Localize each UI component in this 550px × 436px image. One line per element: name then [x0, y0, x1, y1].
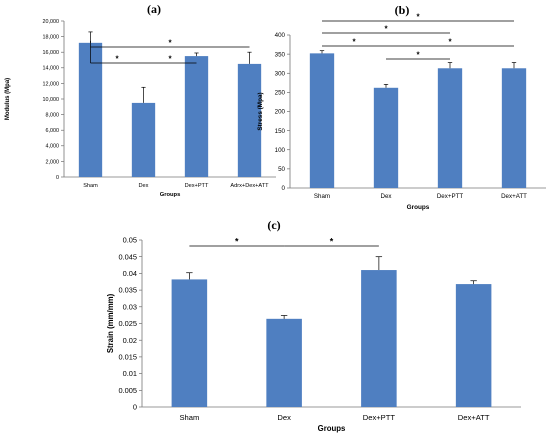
x-tick-label: Dex [380, 193, 392, 200]
x-axis-title: Groups [318, 424, 346, 433]
y-tick-label: 0.04 [123, 269, 137, 278]
x-tick-label: Dex+PTT [437, 193, 464, 200]
significance-star: * [352, 38, 356, 47]
bar-dex-ptt [437, 68, 463, 188]
chart-panel-b: (b) 0 50 100 150 200 250 300 350 400 Sham Dex Dex+PT… [257, 3, 546, 211]
y-tick-label: 0 [56, 175, 59, 181]
y-tick-label: 0 [133, 403, 137, 412]
y-axis-title: Modulus (Mpa) [5, 78, 11, 120]
x-axis-title: Groups [160, 192, 181, 198]
y-tick-label: 0.03 [123, 302, 137, 311]
chart-panel-c: (c) 0 0.005 0.01 0.015 0.02 0.025 0.03 0.035 0.04… [106, 218, 521, 433]
y-tick-label: 0.01 [123, 369, 137, 378]
significance-star: * [115, 55, 119, 64]
y-tick-label: 0.005 [119, 386, 138, 395]
significance-star: * [235, 237, 239, 247]
y-axis-title: Stress (Mpa) [257, 92, 264, 130]
y-tick-label: 4,000 [46, 144, 60, 150]
x-axis-title: Groups [407, 204, 430, 211]
x-tick-label: Sham [179, 413, 199, 422]
y-tick-label: 0.025 [119, 319, 138, 328]
x-tick-label: Sham [83, 183, 98, 189]
y-tick-label: 300 [275, 70, 286, 77]
y-tick-label: 250 [275, 90, 286, 97]
bar-adrx-dex-att [237, 63, 262, 177]
x-tick-label: Dex+ATT [501, 193, 527, 200]
y-tick-label: 0.05 [123, 236, 137, 245]
chart-panel-a: (a) 0 2,000 4,000 6,000 8,000 10,000 12,000 14,0… [5, 2, 276, 198]
y-tick-label: 0.015 [119, 352, 138, 361]
x-tick-label: Adrx+Dex+ATT [230, 183, 269, 189]
y-tick-label: 0.035 [119, 286, 138, 295]
bar-dex [266, 318, 302, 407]
significance-star: * [168, 39, 172, 48]
bar-dex-att [501, 68, 527, 188]
y-tick-label: 20,000 [43, 19, 60, 25]
y-tick-label: 2,000 [46, 159, 60, 165]
y-tick-label: 400 [275, 32, 286, 39]
bar-sham [309, 53, 335, 188]
x-tick-label: Dex+PTT [363, 413, 396, 422]
y-tick-label: 12,000 [43, 81, 60, 87]
y-tick-label: 0.02 [123, 336, 137, 345]
significance-star: * [448, 38, 452, 47]
y-tick-label: 350 [275, 51, 286, 58]
significance-star: * [384, 25, 388, 34]
bar-sham [78, 42, 103, 178]
y-tick-label: 18,000 [43, 34, 60, 40]
x-tick-label: Sham [314, 193, 330, 200]
y-tick-label: 200 [275, 109, 286, 116]
y-tick-label: 16,000 [43, 50, 60, 56]
x-tick-label: Dex+PTT [185, 183, 209, 189]
significance-star: * [330, 237, 334, 247]
y-tick-label: 6,000 [46, 128, 60, 134]
bar-dex-ptt [361, 270, 397, 407]
bar-dex-ptt [184, 56, 209, 177]
y-tick-label: 10,000 [43, 97, 60, 103]
y-tick-label: 50 [278, 166, 285, 173]
y-tick-label: 0.045 [119, 252, 138, 261]
panel-label: (b) [395, 3, 410, 17]
y-tick-label: 14,000 [43, 66, 60, 72]
panel-label: (c) [267, 218, 280, 232]
y-axis-title: Strain (mm/mm) [106, 293, 115, 353]
y-tick-label: 100 [275, 147, 286, 154]
panel-label: (a) [147, 2, 161, 16]
y-tick-label: 8,000 [46, 112, 60, 118]
bar-dex [373, 87, 399, 188]
x-tick-label: Dex+ATT [458, 413, 490, 422]
x-tick-label: Dex [277, 413, 291, 422]
significance-star: * [416, 13, 420, 22]
bar-sham [171, 279, 208, 407]
bar-dex [131, 102, 156, 177]
y-tick-label: 150 [275, 128, 286, 135]
significance-star: * [168, 55, 172, 64]
bar-dex-att [455, 284, 492, 407]
significance-star: * [416, 51, 420, 60]
x-tick-label: Dex [139, 183, 149, 189]
y-tick-label: 0 [282, 185, 286, 192]
